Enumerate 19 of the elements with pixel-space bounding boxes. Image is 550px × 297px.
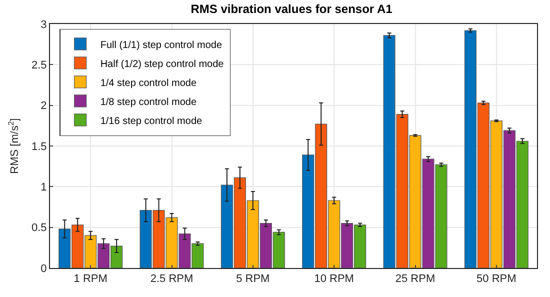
- y-tick-label: 1: [40, 182, 47, 194]
- x-tick-label: 25 RPM: [395, 273, 436, 286]
- x-tick-label: 50 RPM: [476, 273, 516, 286]
- y-tick-label: 2.5: [32, 60, 47, 72]
- legend-label: 1/16 step control mode: [100, 116, 203, 127]
- legend-label: 1/8 step control mode: [100, 96, 197, 108]
- x-tick-label: 2.5 RPM: [150, 273, 194, 286]
- y-tick-label: 0.5: [32, 222, 47, 234]
- y-tick-label: 2: [40, 100, 47, 112]
- chart-title: RMS vibration values for sensor A1: [190, 2, 393, 16]
- x-tick-label: 5 RPM: [236, 273, 270, 286]
- legend-label: Half (1/2) step control mode: [100, 58, 224, 70]
- y-tick-label: 1.5: [32, 140, 47, 153]
- x-tick-label: 1 RPM: [74, 273, 108, 286]
- legend-label: 1/4 step control mode: [100, 78, 197, 89]
- y-tick-label: 3: [40, 18, 47, 31]
- y-tick-label: 0: [40, 262, 47, 275]
- legend-label: Full (1/1) step control mode: [100, 40, 222, 51]
- x-tick-label: 10 RPM: [314, 273, 354, 286]
